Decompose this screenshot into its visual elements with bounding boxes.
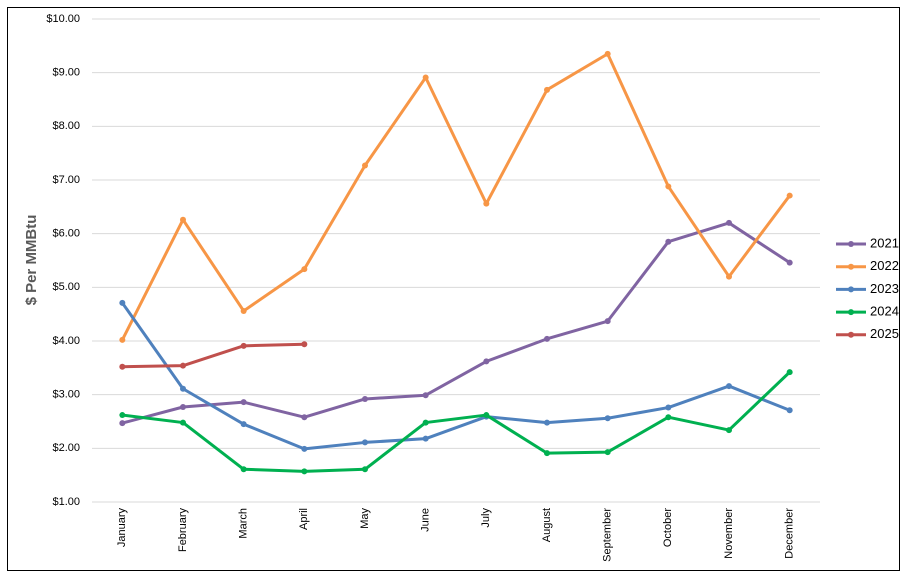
y-tick-label: $9.00 [52, 67, 80, 79]
data-point [544, 335, 550, 342]
y-tick-label: $5.00 [52, 281, 80, 293]
data-point [544, 450, 550, 457]
data-point [544, 419, 550, 426]
y-tick-label: $4.00 [52, 335, 80, 347]
data-point [180, 404, 186, 411]
series-line [122, 371, 791, 473]
data-point [119, 412, 126, 419]
y-tick-label: $3.00 [52, 389, 80, 401]
data-point [604, 318, 611, 325]
data-point [422, 392, 429, 399]
x-tick-label: March [238, 508, 250, 539]
chart-border [7, 7, 900, 571]
data-point [786, 192, 793, 199]
data-point [483, 200, 490, 207]
data-point [726, 383, 732, 390]
data-point [483, 412, 490, 419]
x-tick-label: December [784, 508, 796, 559]
data-point [240, 466, 247, 473]
data-point [786, 259, 793, 266]
legend-marker [848, 263, 854, 270]
data-point [119, 420, 126, 427]
x-tick-label: July [480, 508, 492, 528]
legend-label: 2024 [870, 304, 899, 319]
data-point [119, 299, 126, 306]
legend-marker [848, 309, 854, 316]
x-tick-label: September [602, 508, 614, 562]
data-point [301, 445, 308, 452]
x-tick-label: June [420, 508, 432, 532]
x-tick-label: February [177, 508, 189, 553]
y-tick-label: $6.00 [52, 228, 80, 240]
data-point [119, 336, 126, 343]
data-point [726, 219, 732, 226]
legend-marker [848, 241, 854, 247]
legend-marker [848, 286, 854, 293]
data-point [301, 341, 308, 348]
data-point [422, 419, 429, 426]
data-point [422, 435, 429, 442]
x-tick-label: May [359, 508, 371, 529]
data-point [362, 162, 368, 169]
data-point [240, 307, 247, 314]
data-point [665, 404, 672, 411]
data-point [604, 50, 611, 57]
series-line [120, 52, 791, 341]
data-point [665, 238, 672, 245]
y-tick-label: $7.00 [52, 174, 80, 186]
data-point [362, 439, 368, 446]
y-tick-label: $8.00 [52, 120, 80, 132]
data-point [786, 369, 793, 376]
legend-marker [848, 331, 854, 338]
data-point [544, 86, 550, 93]
x-tick-label: January [116, 508, 128, 548]
series-line [121, 302, 791, 451]
legend-label: 2021 [870, 235, 899, 250]
y-tick-label: $10.00 [46, 13, 80, 25]
data-point [362, 395, 368, 402]
x-tick-label: November [723, 508, 735, 559]
data-point [665, 183, 672, 190]
data-point [180, 362, 186, 369]
data-point [119, 363, 126, 370]
y-tick-label: $1.00 [52, 496, 80, 508]
legend-label: 2023 [870, 281, 899, 296]
data-point [180, 385, 186, 392]
data-point [483, 358, 490, 365]
data-point [301, 414, 308, 421]
data-point [665, 414, 672, 421]
data-point [180, 216, 186, 223]
x-tick-label: October [662, 508, 674, 547]
legend-label: 2022 [870, 258, 899, 273]
legend-label: 2025 [870, 326, 899, 341]
y-tick-label: $2.00 [52, 442, 80, 454]
data-point [301, 468, 308, 475]
data-point [422, 74, 429, 81]
data-point [604, 449, 611, 456]
data-point [362, 466, 368, 473]
x-tick-label: August [541, 508, 553, 542]
data-point [240, 399, 247, 406]
data-point [240, 421, 247, 428]
x-tick-label: April [298, 508, 310, 530]
data-point [604, 415, 611, 422]
data-point [240, 342, 247, 349]
series-line [121, 221, 791, 425]
data-point [786, 407, 793, 414]
series-line [122, 342, 305, 369]
data-point [301, 266, 308, 273]
data-point [180, 419, 186, 426]
data-point [726, 427, 732, 434]
y-axis-label: $ Per MMBtu [23, 215, 40, 306]
data-point [726, 273, 732, 280]
